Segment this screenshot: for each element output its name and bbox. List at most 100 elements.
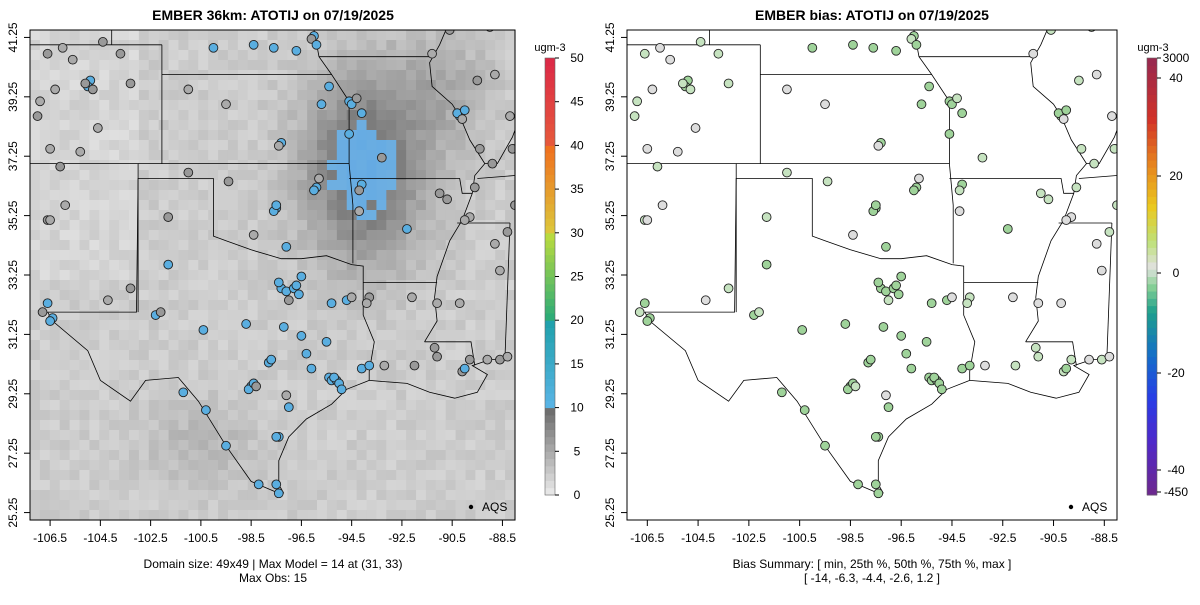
station-marker xyxy=(914,173,924,184)
grid-cell xyxy=(198,500,209,511)
grid-cell xyxy=(138,330,150,341)
grid-cell xyxy=(425,320,437,331)
grid-cell xyxy=(495,460,506,471)
grid-cell xyxy=(257,320,269,331)
grid-cell xyxy=(178,510,189,521)
grid-cell xyxy=(99,440,110,451)
grid-cell xyxy=(346,140,358,151)
grid-cell xyxy=(416,170,427,181)
grid-cell xyxy=(406,240,417,251)
grid-cell xyxy=(59,340,71,351)
grid-cell xyxy=(277,370,288,381)
state-boundary xyxy=(969,359,1107,399)
grid-cell xyxy=(267,170,279,181)
grid-cell xyxy=(128,30,140,41)
grid-cell xyxy=(218,430,229,441)
grid-cell xyxy=(227,370,239,381)
grid-cell xyxy=(455,450,467,461)
grid-cell xyxy=(455,400,467,411)
grid-cell xyxy=(138,50,150,61)
grid-cell xyxy=(257,430,269,441)
grid-cell xyxy=(505,170,516,181)
grid-cell xyxy=(445,420,457,431)
grid-cell xyxy=(119,360,130,371)
grid-cell xyxy=(148,450,160,461)
grid-cell xyxy=(218,170,229,181)
colorbar-segment xyxy=(1147,400,1157,409)
grid-cell xyxy=(79,120,90,131)
grid-cell xyxy=(277,350,288,361)
grid-cell xyxy=(39,460,51,471)
grid-cell xyxy=(79,110,90,121)
grid-cell xyxy=(59,190,71,201)
grid-cell xyxy=(485,80,496,91)
grid-cell xyxy=(148,220,160,231)
station-marker xyxy=(432,351,442,362)
grid-cell xyxy=(475,480,486,491)
grid-cell xyxy=(257,340,269,351)
grid-cell xyxy=(445,100,457,111)
grid-cell xyxy=(69,150,81,161)
grid-cell xyxy=(188,250,199,261)
grid-cell xyxy=(109,380,120,391)
grid-cell xyxy=(277,500,288,511)
colorbar-segment xyxy=(1147,291,1157,299)
grid-cell xyxy=(416,230,427,241)
grid-cell xyxy=(178,400,189,411)
grid-cell xyxy=(336,250,348,261)
station-marker xyxy=(1076,143,1087,154)
grid-cell xyxy=(356,430,368,441)
grid-cell xyxy=(109,400,120,411)
grid-cell xyxy=(376,210,387,221)
grid-cell xyxy=(49,380,61,391)
station-marker xyxy=(873,277,884,288)
colorbar-segment xyxy=(1147,269,1157,277)
grid-cell xyxy=(277,130,288,141)
grid-cell xyxy=(307,120,318,131)
grid-cell xyxy=(475,220,486,231)
grid-cell xyxy=(475,130,486,141)
grid-cell xyxy=(79,170,90,181)
grid-cell xyxy=(317,460,328,471)
grid-cell xyxy=(198,480,209,491)
grid-cell xyxy=(148,280,160,291)
grid-cell xyxy=(218,380,229,391)
grid-cell xyxy=(336,40,348,51)
colorbar-segment xyxy=(1147,72,1157,81)
colorbar-tick-label: 20 xyxy=(570,313,584,327)
grid-cell xyxy=(99,350,110,361)
grid-cell xyxy=(69,60,81,71)
grid-cell xyxy=(30,370,41,381)
grid-cell xyxy=(49,70,61,81)
grid-cell xyxy=(109,430,120,441)
grid-cell xyxy=(188,100,199,111)
colorbar-segment xyxy=(545,247,555,256)
grid-cell xyxy=(89,170,100,181)
grid-cell xyxy=(138,190,150,201)
grid-cell xyxy=(257,80,269,91)
grid-cell xyxy=(485,190,496,201)
colorbar-segment xyxy=(545,225,555,234)
grid-cell xyxy=(128,100,140,111)
grid-cell xyxy=(218,90,229,101)
grid-cell xyxy=(119,330,130,341)
grid-cell xyxy=(188,350,199,361)
grid-cell xyxy=(257,410,269,421)
grid-cell xyxy=(475,510,486,521)
grid-cell xyxy=(168,440,180,451)
grid-cell xyxy=(218,350,229,361)
grid-cell xyxy=(396,110,407,121)
grid-cell xyxy=(188,90,199,101)
grid-cell xyxy=(505,380,516,391)
grid-cell xyxy=(297,390,308,401)
grid-cell xyxy=(326,500,338,511)
grid-cell xyxy=(396,150,407,161)
grid-cell xyxy=(416,460,427,471)
grid-cell xyxy=(277,170,288,181)
station-marker xyxy=(163,212,174,222)
grid-cell xyxy=(69,480,81,491)
grid-cell xyxy=(69,110,81,121)
colorbar-segment xyxy=(545,210,555,219)
colorbar-tick-label: 0 xyxy=(1173,266,1180,280)
grid-cell xyxy=(445,190,457,201)
